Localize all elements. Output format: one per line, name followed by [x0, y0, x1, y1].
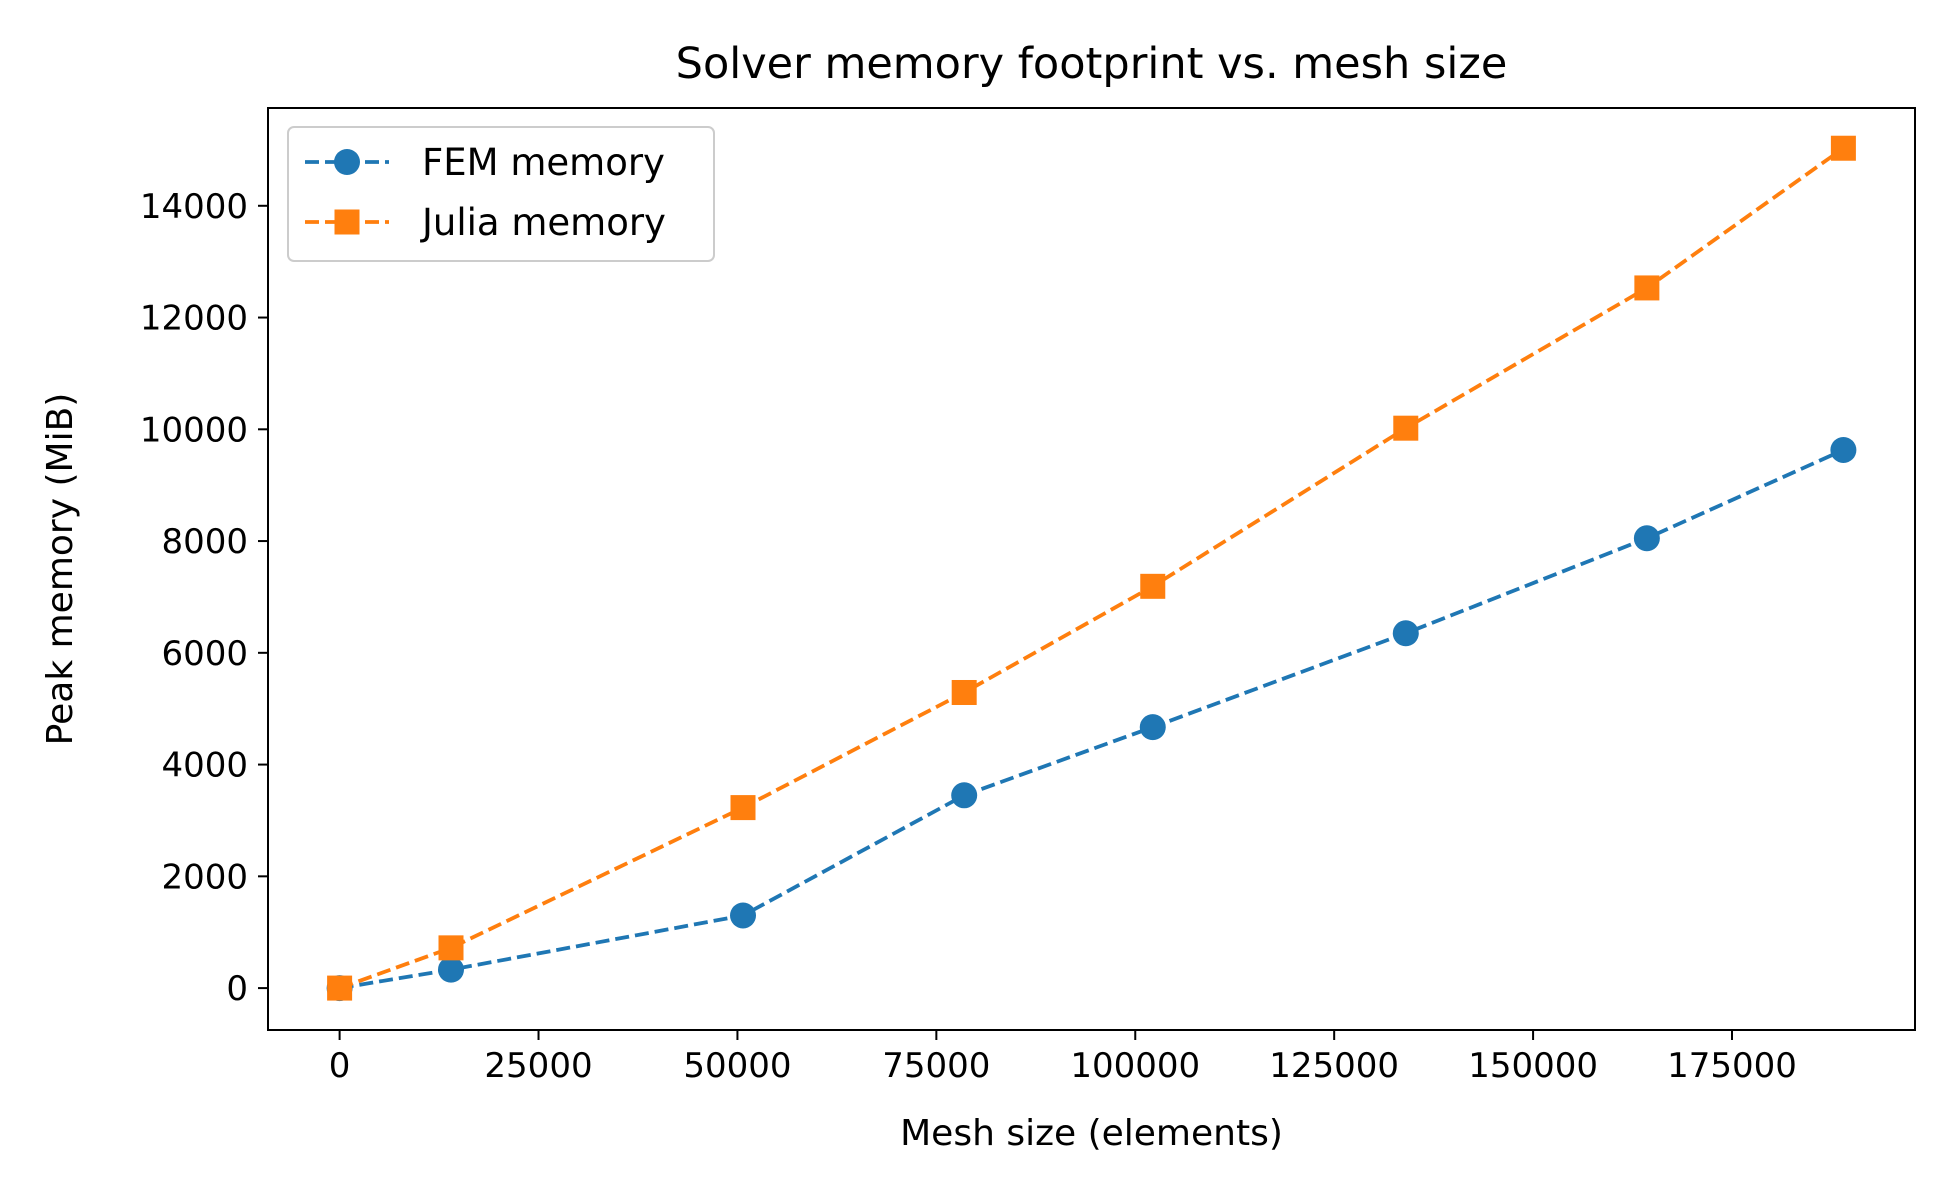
- y-tick-label: 12000: [140, 299, 248, 339]
- data-point: [951, 679, 977, 705]
- data-point: [1634, 275, 1660, 301]
- x-tick-label: 75000: [882, 1046, 990, 1086]
- data-point: [730, 902, 757, 929]
- data-point: [1830, 135, 1856, 161]
- legend-marker: [334, 149, 360, 175]
- series-line: [339, 448, 1845, 990]
- legend-item: Julia memory: [305, 201, 666, 244]
- x-axis: 0 25000 50000 75000 100000 125000 150000 175000: [329, 1030, 1797, 1086]
- data-point: [438, 956, 464, 983]
- y-tick-label: 10000: [140, 410, 248, 450]
- x-tick-label: 175000: [1667, 1046, 1797, 1086]
- x-tick-label: 0: [329, 1046, 351, 1086]
- data-point: [1392, 620, 1419, 647]
- y-tick-label: 6000: [161, 634, 248, 674]
- data-point: [327, 975, 353, 1001]
- legend-label: Julia memory: [420, 201, 666, 244]
- x-axis-title: Mesh size (elements): [900, 1113, 1283, 1154]
- legend-label: FEM memory: [422, 141, 665, 184]
- y-tick-label: 8000: [161, 522, 248, 562]
- legend-marker: [334, 209, 360, 235]
- series-1: [326, 436, 1857, 1002]
- x-tick-label: 150000: [1468, 1046, 1598, 1086]
- data-point: [951, 782, 978, 809]
- y-tick-label: 14000: [140, 187, 248, 227]
- y-tick-label: 2000: [161, 857, 248, 897]
- legend-item: FEM memory: [305, 141, 665, 184]
- y-tick-label: 4000: [161, 746, 248, 786]
- y-tick-label: 0: [226, 969, 248, 1009]
- series-2: [327, 135, 1856, 1001]
- data-point: [1633, 525, 1660, 552]
- y-axis-title: Peak memory (MiB): [40, 393, 81, 746]
- data-point: [730, 795, 756, 821]
- x-tick-label: 50000: [683, 1046, 791, 1086]
- plot-frame: [267, 107, 1916, 1031]
- data-point: [1830, 436, 1857, 463]
- data-point: [1140, 573, 1166, 599]
- data-point: [1139, 714, 1166, 741]
- data-point: [1393, 415, 1419, 441]
- x-tick-label: 100000: [1070, 1046, 1200, 1086]
- series-layer: [326, 135, 1857, 1002]
- y-axis: 0 2000 4000 6000 8000 10000 12000 14000: [140, 187, 268, 1009]
- data-point: [438, 935, 464, 961]
- x-tick-label: 125000: [1269, 1046, 1399, 1086]
- series-line: [338, 146, 1845, 990]
- legend-frame: [287, 126, 715, 262]
- legend: FEM memory Julia memory: [287, 126, 715, 262]
- x-tick-label: 25000: [484, 1046, 592, 1086]
- chart-title: Solver memory footprint vs. mesh size: [676, 39, 1508, 89]
